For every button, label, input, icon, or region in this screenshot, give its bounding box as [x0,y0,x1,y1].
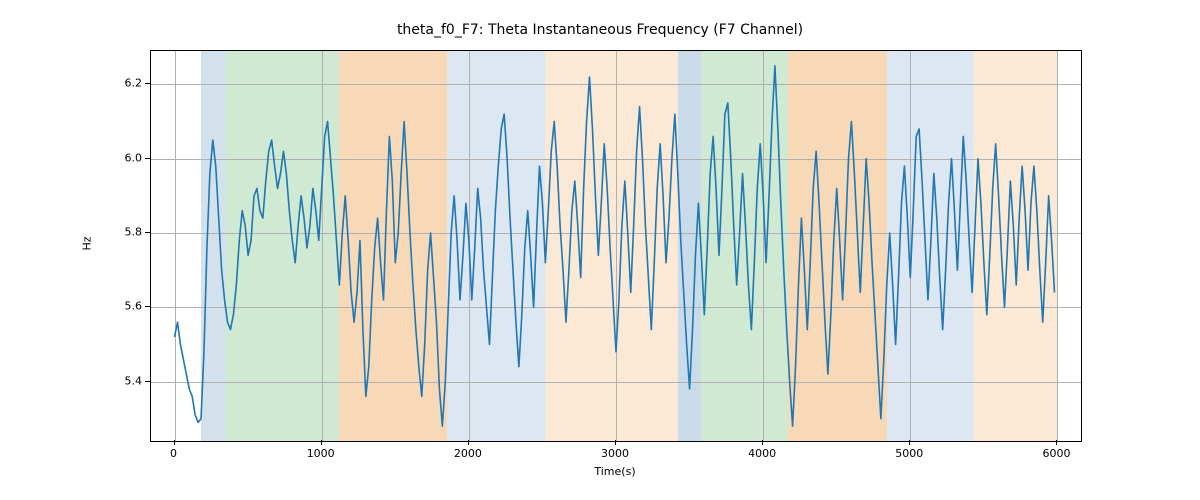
line-layer [151,51,1081,441]
tick-mark-x [468,440,469,445]
tick-mark-x [1056,440,1057,445]
tick-mark-y [145,158,150,159]
x-tick-label: 1000 [307,447,335,460]
y-tick-label: 5.4 [112,374,142,387]
tick-mark-x [615,440,616,445]
x-tick-label: 4000 [748,447,776,460]
data-line [175,66,1055,426]
figure: theta_f0_F7: Theta Instantaneous Frequen… [0,0,1200,500]
y-tick-label: 6.2 [112,77,142,90]
x-tick-label: 5000 [895,447,923,460]
tick-mark-x [174,440,175,445]
x-tick-label: 3000 [601,447,629,460]
tick-mark-y [145,232,150,233]
x-tick-label: 2000 [454,447,482,460]
tick-mark-x [762,440,763,445]
tick-mark-x [321,440,322,445]
chart-title: theta_f0_F7: Theta Instantaneous Frequen… [0,22,1200,38]
y-tick-label: 6.0 [112,151,142,164]
x-axis-label: Time(s) [150,465,1080,478]
x-tick-label: 0 [170,447,177,460]
tick-mark-y [145,306,150,307]
tick-mark-y [145,83,150,84]
y-axis-label: Hz [81,236,94,250]
y-tick-label: 5.6 [112,300,142,313]
tick-mark-y [145,381,150,382]
tick-mark-x [909,440,910,445]
y-tick-label: 5.8 [112,226,142,239]
plot-area [150,50,1082,442]
x-tick-label: 6000 [1042,447,1070,460]
